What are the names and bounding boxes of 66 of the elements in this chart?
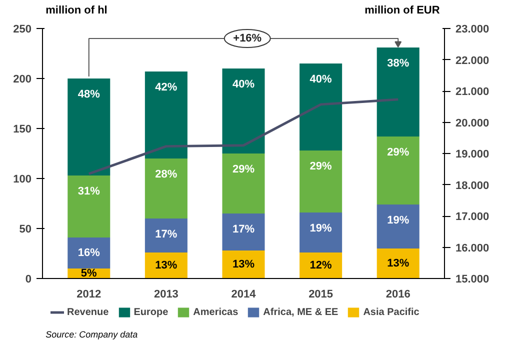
legend-label: Europe [134,306,168,318]
bar [68,238,110,268]
legend-label: Africa, ME & EE [263,306,338,318]
y2-axis-title: million of EUR [364,4,440,16]
annotation: 16% [78,247,100,259]
annotation: 48% [78,88,100,100]
legend-label: Revenue [67,306,109,318]
annotation: 29% [310,160,332,172]
bar [222,68,265,154]
y-tick-label: 100 [13,174,32,186]
y2-tick-label: 16.000 [456,242,490,254]
annotation: 19% [310,222,332,234]
annotation: 17% [232,224,255,236]
y2-tick-label: 19.000 [456,148,490,160]
annotation: +16% [233,32,262,44]
legend-label: Asia Pacific [363,306,420,318]
y-tick-label: 50 [19,224,32,236]
x-tick-label: 2015 [308,288,334,300]
annotation: 17% [155,228,178,240]
bar [300,64,342,150]
y-tick-label: 150 [13,124,32,136]
bar [222,250,265,278]
annotation: 12% [310,260,332,272]
x-tick-label: 2012 [76,288,102,300]
annotation: 28% [155,168,178,180]
bar [144,218,188,252]
y-axis-title: million of hl [46,4,108,16]
annotation: 13% [387,258,410,270]
bar [376,136,420,204]
bar [144,158,188,218]
x-tick-label: 2016 [386,288,410,300]
annotation: 13% [155,260,178,272]
bar [68,176,110,238]
y2-tick-label: 20.000 [456,117,490,130]
y2-tick-label: 22.000 [456,54,490,67]
annotation: 40% [232,78,255,90]
bar [300,150,342,212]
bar [144,72,188,158]
legend-label: Americas [193,306,238,318]
x-tick-label: 2014 [231,288,257,300]
annotation: 29% [232,164,255,176]
annotation: 13% [232,258,255,270]
y-tick-label: 200 [13,74,32,86]
annotation: 40% [310,74,332,86]
annotation: 31% [78,186,100,198]
y2-tick-label: 15.000 [456,274,490,286]
y-tick-label: 250 [13,24,32,36]
bar [376,204,420,248]
bar [222,154,265,214]
bar [376,248,420,278]
annotation: 42% [155,82,178,94]
y-tick-label: 0 [25,274,32,286]
bar [68,78,110,176]
annotation: 29% [387,146,410,158]
annotation: 19% [387,214,410,226]
source-note: Source: Company data [46,330,138,340]
annotation: 5% [80,268,98,280]
bar [222,214,265,250]
bar [376,48,420,136]
y2-tick-label: 18.000 [456,180,490,192]
annotation: 38% [387,58,410,70]
y2-tick-label: 17.000 [456,211,490,223]
y2-tick-label: 21.000 [456,86,490,98]
bar [300,212,342,252]
x-tick-label: 2013 [154,288,178,300]
y2-tick-label: 23.000 [456,24,490,36]
